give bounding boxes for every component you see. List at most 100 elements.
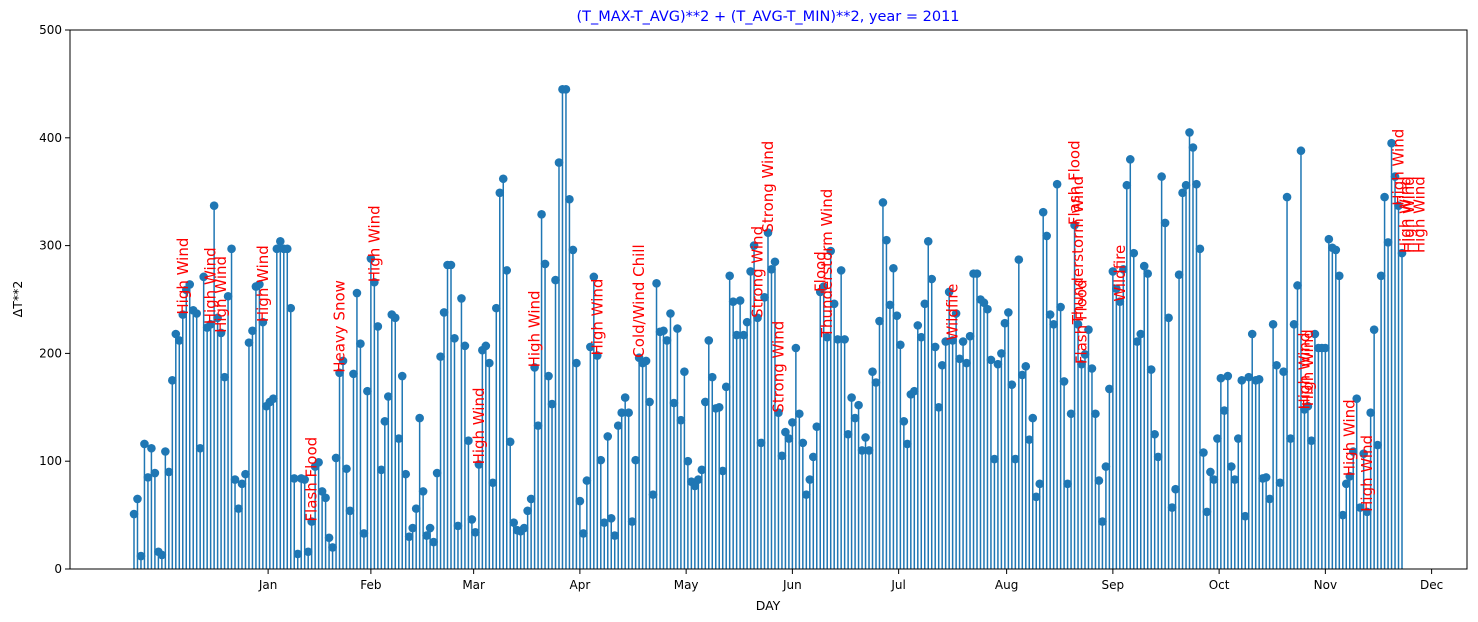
stem-marker <box>610 531 620 540</box>
stem-marker <box>920 299 930 309</box>
stem-marker <box>927 274 937 284</box>
stem-marker <box>1254 374 1264 384</box>
stem-marker <box>704 336 714 345</box>
stem-marker <box>882 235 891 245</box>
stem-marker <box>735 296 745 305</box>
stem-marker <box>822 332 832 342</box>
stem-marker <box>937 360 947 370</box>
stem-marker <box>544 371 553 381</box>
stem-marker <box>147 443 156 453</box>
stem-marker <box>1321 343 1330 353</box>
stem-marker <box>1199 448 1208 457</box>
event-label: High Wind <box>174 238 192 315</box>
stem-marker <box>213 313 222 323</box>
stem-marker <box>808 452 818 462</box>
stem-marker <box>767 265 776 274</box>
stem-marker <box>505 437 515 447</box>
stem-marker <box>206 319 215 329</box>
stem-marker <box>1240 511 1250 521</box>
stem-marker <box>481 341 491 351</box>
stem-marker <box>1303 401 1313 411</box>
stem-marker <box>1045 310 1055 319</box>
stem-marker <box>1007 380 1017 389</box>
stem-marker <box>1105 384 1114 394</box>
stem-marker <box>781 427 790 437</box>
stem-marker <box>659 326 668 336</box>
stem-marker <box>930 342 940 352</box>
stem-marker <box>836 266 846 275</box>
stem-marker <box>1108 267 1118 276</box>
stem-marker <box>878 198 888 207</box>
stem-marker <box>669 398 679 408</box>
event-label: Thunderstorm Wind <box>1069 176 1087 325</box>
stem-marker <box>955 354 964 364</box>
stem-marker <box>446 260 456 270</box>
stem-marker <box>293 549 303 559</box>
stem-marker <box>575 496 585 506</box>
stem-marker <box>1014 255 1024 264</box>
stem-marker <box>788 418 797 427</box>
stem-marker <box>1098 517 1107 526</box>
x-tick-label: May <box>674 578 699 592</box>
x-tick-label: Feb <box>360 578 381 592</box>
stem-marker <box>1178 188 1187 198</box>
stem-marker <box>464 436 473 446</box>
event-label: High Wind <box>526 290 544 367</box>
stem-marker <box>1042 231 1051 241</box>
stem-marker <box>1049 319 1058 329</box>
stem-marker <box>307 517 316 526</box>
stem-marker <box>533 421 543 430</box>
stem-marker <box>770 257 780 267</box>
stem-marker <box>624 408 633 417</box>
stem-marker <box>255 280 264 289</box>
stem-marker <box>1066 409 1076 419</box>
stem-marker <box>1017 370 1027 380</box>
y-tick-label: 400 <box>39 131 62 145</box>
event-label: High Wind <box>365 205 383 282</box>
stem-marker <box>617 408 626 417</box>
stem-marker <box>1171 484 1180 494</box>
stem-marker <box>572 358 581 368</box>
stem-marker <box>871 378 881 387</box>
stem-marker <box>749 241 759 250</box>
stem-marker <box>537 210 546 219</box>
stem-marker <box>216 328 226 338</box>
stem-marker <box>979 298 989 308</box>
stem-marker <box>425 523 435 533</box>
x-tick-label: Apr <box>570 578 591 592</box>
stem-marker <box>1265 494 1274 504</box>
x-tick-label: Oct <box>1209 578 1230 592</box>
x-tick-label: Jun <box>782 578 802 592</box>
stem-marker <box>429 537 438 547</box>
stem-marker <box>150 468 160 478</box>
stem-marker <box>519 523 529 533</box>
stem-marker <box>763 228 773 237</box>
stem-marker <box>1334 271 1344 281</box>
stem-marker <box>896 340 905 350</box>
stem-marker <box>282 244 292 254</box>
stem-marker <box>129 509 139 519</box>
stem-marker <box>140 439 149 449</box>
stem-marker <box>774 408 783 417</box>
stem-marker <box>1362 507 1372 517</box>
event-label: Wildfire <box>944 284 962 341</box>
stem-marker <box>356 339 365 348</box>
stem-marker <box>1028 413 1038 423</box>
stem-marker <box>1080 350 1090 359</box>
stem-marker <box>1268 319 1278 329</box>
stem-marker <box>1359 449 1368 458</box>
stem-marker <box>586 342 595 352</box>
stem-marker <box>199 272 208 282</box>
stem-marker <box>1122 180 1132 190</box>
stem-marker <box>352 288 362 298</box>
stem-marker <box>415 413 424 423</box>
stem-marker <box>1063 479 1072 489</box>
stem-marker <box>1160 218 1170 228</box>
stem-marker <box>833 335 842 344</box>
stem-marker <box>718 466 728 476</box>
stem-marker <box>1247 329 1257 339</box>
stem-marker <box>383 392 393 401</box>
stem-marker <box>1112 284 1121 294</box>
x-tick-label: Sep <box>1102 578 1125 592</box>
x-tick-label: Aug <box>995 578 1018 592</box>
